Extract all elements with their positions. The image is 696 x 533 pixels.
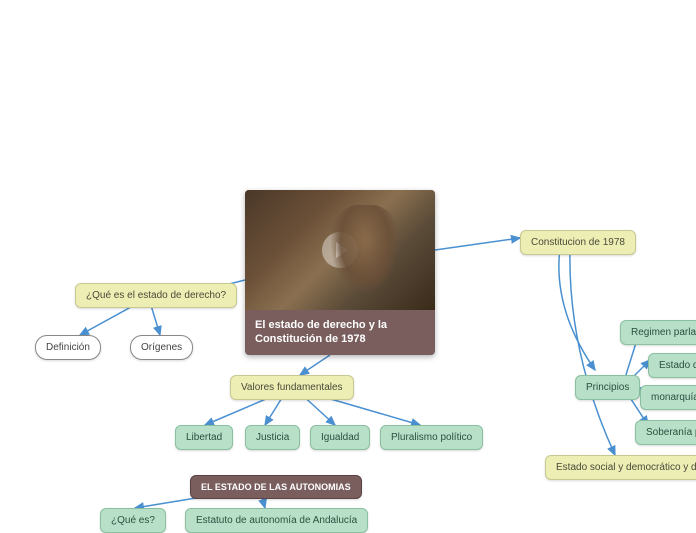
node-libertad[interactable]: Libertad [175, 425, 233, 450]
node-regimen[interactable]: Regimen parlame [620, 320, 696, 345]
node-constitucion[interactable]: Constitucion de 1978 [520, 230, 636, 255]
node-que-es[interactable]: ¿Qué es? [100, 508, 166, 533]
node-q-estado[interactable]: ¿Qué es el estado de derecho? [75, 283, 237, 308]
node-monarquia[interactable]: monarquía par [640, 385, 696, 410]
center-title: El estado de derecho y la Constitución d… [245, 310, 435, 355]
node-justicia[interactable]: Justicia [245, 425, 300, 450]
node-estado-social[interactable]: Estado social y democrático y de derec [545, 455, 696, 480]
node-autonomias[interactable]: EL ESTADO DE LAS AUTONOMIAS [190, 475, 362, 499]
node-estatuto[interactable]: Estatuto de autonomía de Andalucía [185, 508, 368, 533]
node-definicion[interactable]: Definición [35, 335, 101, 360]
node-soberania[interactable]: Soberanía pop [635, 420, 696, 445]
node-valores[interactable]: Valores fundamentales [230, 375, 354, 400]
node-estado-de[interactable]: Estado de [648, 353, 696, 378]
node-origenes[interactable]: Orígenes [130, 335, 193, 360]
node-principios[interactable]: Principios [575, 375, 640, 400]
center-node[interactable]: El estado de derecho y la Constitución d… [245, 190, 435, 355]
video-thumbnail[interactable] [245, 190, 435, 310]
node-pluralismo[interactable]: Pluralismo político [380, 425, 483, 450]
node-igualdad[interactable]: Igualdad [310, 425, 370, 450]
